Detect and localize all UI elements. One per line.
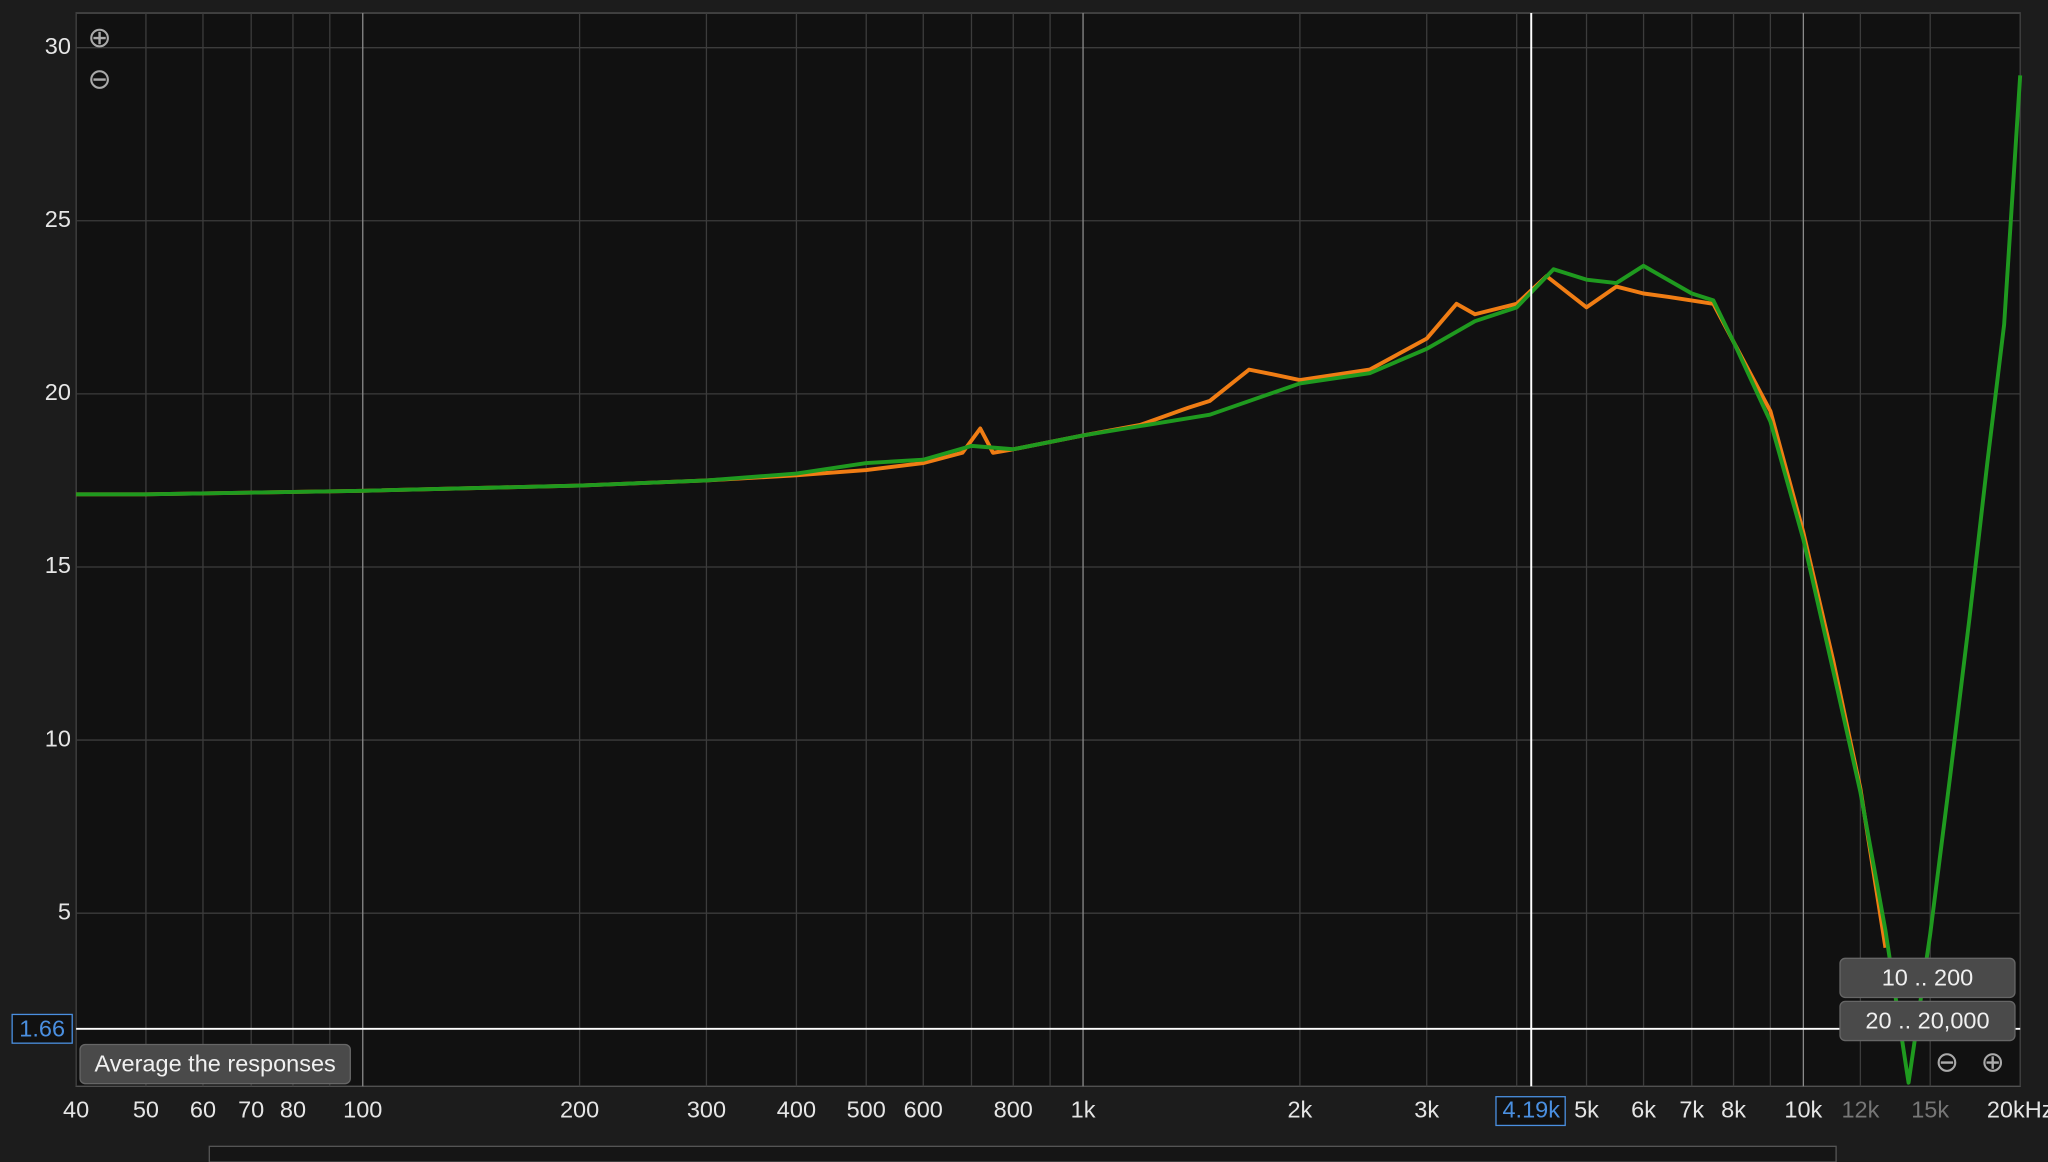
x-tick-label: 6k (1631, 1096, 1656, 1122)
x-tick-label: 200 (560, 1096, 599, 1122)
button-bg[interactable] (1839, 957, 2016, 999)
x-tick-label: 2k (1287, 1096, 1312, 1122)
button[interactable]: 10 .. 200 (1839, 957, 2016, 999)
x-tick-label: 800 (994, 1096, 1033, 1122)
x-tick-label: 20kHz (1987, 1096, 2048, 1122)
y-tick-label: 20 (45, 379, 71, 405)
plot-area (75, 12, 2021, 1087)
y-tick-label: 30 (45, 33, 71, 59)
series-line (76, 75, 2023, 1085)
button[interactable]: Average the responses (79, 1043, 351, 1085)
cursor-y-box (11, 1013, 73, 1044)
x-tick-label: 40 (63, 1096, 89, 1122)
cursor-x-box (1495, 1096, 1566, 1127)
x-tick-label: 8k (1721, 1096, 1746, 1122)
button[interactable]: 20 .. 20,000 (1839, 1000, 2016, 1042)
button-label[interactable]: Average the responses (95, 1051, 336, 1077)
button-label[interactable]: 20 .. 20,000 (1865, 1008, 1989, 1034)
x-tick-label: 1k (1071, 1096, 1096, 1122)
x-tick-label: 300 (687, 1096, 726, 1122)
button-label[interactable]: 10 .. 200 (1882, 964, 1973, 990)
x-tick-label: 80 (280, 1096, 306, 1122)
x-tick-label: 400 (777, 1096, 816, 1122)
button-bg[interactable] (1839, 1000, 2016, 1042)
x-tick-label: 3k (1414, 1096, 1439, 1122)
x-tick-label: 15k (1911, 1096, 1949, 1122)
x-tick-label: 10k (1784, 1096, 1822, 1122)
zoom-in-icon[interactable]: ⊕ (88, 22, 112, 54)
x-tick-label: 500 (847, 1096, 886, 1122)
x-tick-label: 60 (190, 1096, 216, 1122)
x-tick-label: 70 (238, 1096, 264, 1122)
scrollbar[interactable] (208, 1145, 1837, 1162)
x-tick-label: 12k (1841, 1096, 1879, 1122)
zoom-out-icon[interactable]: ⊖ (88, 64, 112, 96)
x-tick-label: 600 (904, 1096, 943, 1122)
y-tick-label: 25 (45, 206, 71, 232)
y-tick-label: 5 (58, 898, 71, 924)
x-tick-label: 7k (1679, 1096, 1704, 1122)
x-tick-label: 5k (1574, 1096, 1599, 1122)
x-tick-label: 100 (343, 1096, 382, 1122)
cursor-x-label: 4.19k (1502, 1096, 1560, 1122)
button-bg[interactable] (79, 1043, 351, 1085)
y-tick-label: 15 (45, 552, 71, 578)
zoom-in-icon[interactable]: ⊕ (1981, 1047, 2005, 1079)
x-tick-label: 50 (133, 1096, 159, 1122)
y-tick-label: 10 (45, 725, 71, 751)
cursor-y-label: 1.66 (19, 1015, 65, 1041)
zoom-out-icon[interactable]: ⊖ (1935, 1047, 1959, 1079)
